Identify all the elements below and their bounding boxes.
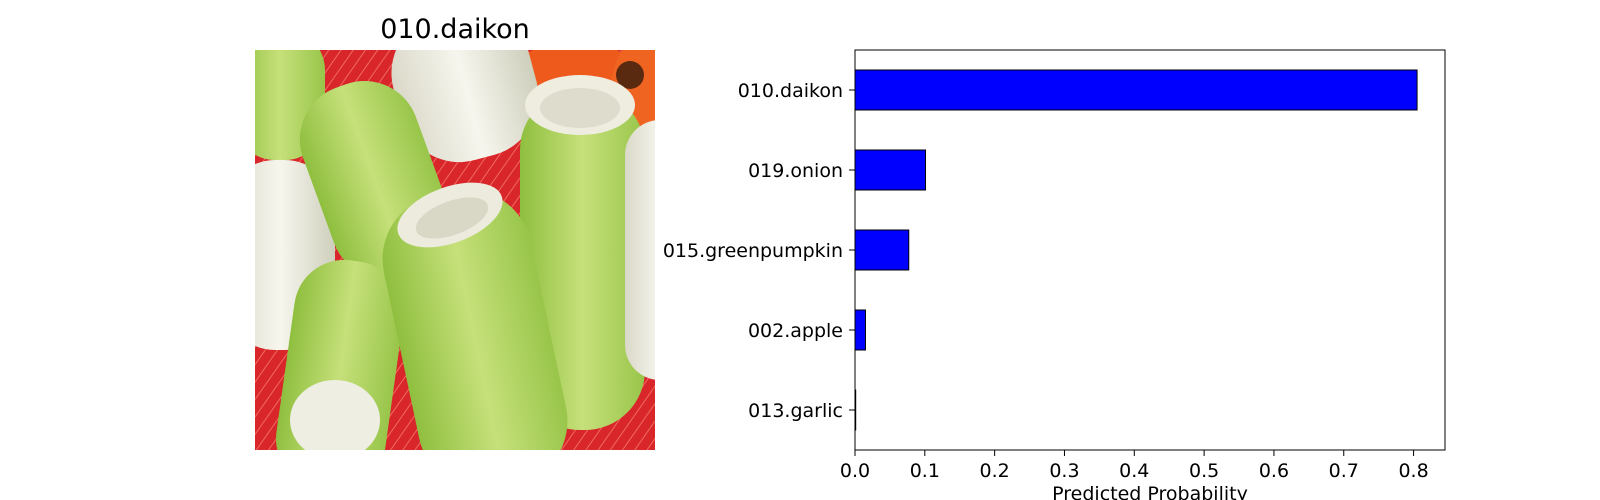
category-label: 019.onion xyxy=(748,160,843,182)
x-tick-label: 0.3 xyxy=(1049,460,1079,482)
category-label: 002.apple xyxy=(748,320,843,342)
category-label: 015.greenpumpkin xyxy=(663,240,843,262)
x-axis-label: Predicted Probability xyxy=(1052,483,1248,500)
bar-002.apple xyxy=(854,309,866,351)
category-label: 013.garlic xyxy=(748,400,843,422)
x-tick-label: 0.6 xyxy=(1259,460,1289,482)
x-tick-label: 0.7 xyxy=(1329,460,1359,482)
x-tick-label: 0.5 xyxy=(1189,460,1219,482)
bar-019.onion xyxy=(854,149,927,191)
plot-frame xyxy=(854,49,1446,451)
bar-010.daikon xyxy=(854,69,1418,111)
category-label: 010.daikon xyxy=(738,80,843,102)
x-tick-label: 0.8 xyxy=(1398,460,1428,482)
x-tick-label: 0.2 xyxy=(980,460,1010,482)
x-tick-label: 0.0 xyxy=(840,460,870,482)
x-tick-label: 0.1 xyxy=(910,460,940,482)
image-title: 010.daikon xyxy=(380,14,530,45)
bar-015.greenpumpkin xyxy=(854,229,910,271)
x-tick-label: 0.4 xyxy=(1119,460,1149,482)
daikon-photo xyxy=(255,50,655,450)
